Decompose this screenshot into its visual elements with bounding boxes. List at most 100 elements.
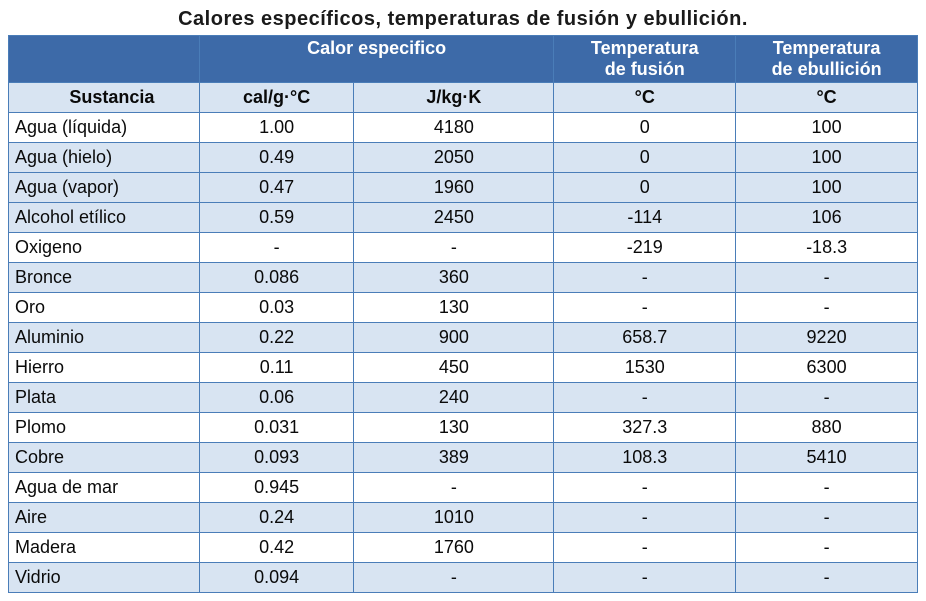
units-ebull: °C — [736, 83, 918, 113]
cell-fusion: - — [554, 473, 736, 503]
header-temp-fusion: Temperatura de fusión — [554, 36, 736, 83]
cell-cal: 0.945 — [199, 473, 354, 503]
cell-ebull: -18.3 — [736, 233, 918, 263]
cell-jkg: 389 — [354, 443, 554, 473]
table-row: Agua (hielo)0.4920500100 — [9, 143, 918, 173]
cell-ebull: 100 — [736, 173, 918, 203]
cell-sustancia: Agua (hielo) — [9, 143, 200, 173]
units-jkg: J/kg·K — [354, 83, 554, 113]
table-row: Alcohol etílico0.592450-114106 — [9, 203, 918, 233]
header-blank — [9, 36, 200, 83]
cell-cal: 1.00 — [199, 113, 354, 143]
data-table: Calor especifico Temperatura de fusión T… — [8, 35, 918, 593]
cell-sustancia: Aluminio — [9, 323, 200, 353]
cell-sustancia: Hierro — [9, 353, 200, 383]
header-temp-ebull-l1: Temperatura — [744, 38, 909, 59]
cell-cal: 0.11 — [199, 353, 354, 383]
table-body: Agua (líquida)1.0041800100Agua (hielo)0.… — [9, 113, 918, 593]
cell-jkg: 1760 — [354, 533, 554, 563]
cell-fusion: 1530 — [554, 353, 736, 383]
cell-ebull: - — [736, 503, 918, 533]
cell-jkg: 1010 — [354, 503, 554, 533]
cell-sustancia: Agua (líquida) — [9, 113, 200, 143]
header-temp-fusion-l1: Temperatura — [562, 38, 727, 59]
cell-fusion: 658.7 — [554, 323, 736, 353]
cell-cal: 0.22 — [199, 323, 354, 353]
cell-fusion: - — [554, 503, 736, 533]
cell-fusion: -114 — [554, 203, 736, 233]
table-row: Cobre0.093389108.35410 — [9, 443, 918, 473]
table-row: Bronce0.086360-- — [9, 263, 918, 293]
cell-fusion: -219 — [554, 233, 736, 263]
table-row: Vidrio0.094--- — [9, 563, 918, 593]
cell-ebull: - — [736, 533, 918, 563]
units-cal: cal/g·°C — [199, 83, 354, 113]
header-temp-ebull: Temperatura de ebullición — [736, 36, 918, 83]
cell-cal: - — [199, 233, 354, 263]
cell-sustancia: Oro — [9, 293, 200, 323]
cell-ebull: - — [736, 293, 918, 323]
cell-cal: 0.094 — [199, 563, 354, 593]
cell-ebull: 6300 — [736, 353, 918, 383]
table-row: Aluminio0.22900658.79220 — [9, 323, 918, 353]
cell-jkg: 900 — [354, 323, 554, 353]
cell-sustancia: Cobre — [9, 443, 200, 473]
cell-ebull: - — [736, 473, 918, 503]
cell-sustancia: Oxigeno — [9, 233, 200, 263]
units-sustancia: Sustancia — [9, 83, 200, 113]
cell-fusion: 0 — [554, 113, 736, 143]
cell-jkg: 130 — [354, 413, 554, 443]
cell-sustancia: Madera — [9, 533, 200, 563]
cell-jkg: - — [354, 233, 554, 263]
cell-cal: 0.49 — [199, 143, 354, 173]
cell-jkg: 360 — [354, 263, 554, 293]
cell-ebull: - — [736, 263, 918, 293]
cell-jkg: 240 — [354, 383, 554, 413]
table-row: Oro0.03130-- — [9, 293, 918, 323]
header-calor-especifico: Calor especifico — [199, 36, 553, 83]
cell-fusion: 108.3 — [554, 443, 736, 473]
cell-jkg: 130 — [354, 293, 554, 323]
cell-ebull: 880 — [736, 413, 918, 443]
table-row: Hierro0.1145015306300 — [9, 353, 918, 383]
cell-fusion: 0 — [554, 143, 736, 173]
cell-ebull: - — [736, 383, 918, 413]
cell-cal: 0.42 — [199, 533, 354, 563]
cell-ebull: - — [736, 563, 918, 593]
table-row: Plomo0.031130327.3880 — [9, 413, 918, 443]
cell-jkg: 1960 — [354, 173, 554, 203]
table-row: Aire0.241010-- — [9, 503, 918, 533]
cell-ebull: 106 — [736, 203, 918, 233]
cell-cal: 0.093 — [199, 443, 354, 473]
cell-cal: 0.59 — [199, 203, 354, 233]
table-row: Agua (líquida)1.0041800100 — [9, 113, 918, 143]
cell-sustancia: Agua (vapor) — [9, 173, 200, 203]
cell-jkg: 2050 — [354, 143, 554, 173]
cell-sustancia: Alcohol etílico — [9, 203, 200, 233]
cell-fusion: - — [554, 533, 736, 563]
cell-cal: 0.03 — [199, 293, 354, 323]
table-row: Plata0.06240-- — [9, 383, 918, 413]
cell-jkg: 4180 — [354, 113, 554, 143]
header-temp-fusion-l2: de fusión — [562, 59, 727, 80]
cell-ebull: 100 — [736, 113, 918, 143]
cell-sustancia: Aire — [9, 503, 200, 533]
header-temp-ebull-l2: de ebullición — [744, 59, 909, 80]
cell-ebull: 100 — [736, 143, 918, 173]
units-fusion: °C — [554, 83, 736, 113]
table-title: Calores específicos, temperaturas de fus… — [8, 8, 918, 31]
cell-sustancia: Bronce — [9, 263, 200, 293]
cell-sustancia: Vidrio — [9, 563, 200, 593]
table-header: Calor especifico Temperatura de fusión T… — [9, 36, 918, 113]
cell-cal: 0.086 — [199, 263, 354, 293]
table-row: Agua de mar0.945--- — [9, 473, 918, 503]
cell-jkg: 2450 — [354, 203, 554, 233]
cell-fusion: - — [554, 563, 736, 593]
cell-fusion: - — [554, 263, 736, 293]
table-row: Agua (vapor)0.4719600100 — [9, 173, 918, 203]
cell-jkg: - — [354, 473, 554, 503]
cell-sustancia: Agua de mar — [9, 473, 200, 503]
cell-cal: 0.06 — [199, 383, 354, 413]
table-row: Oxigeno---219-18.3 — [9, 233, 918, 263]
cell-fusion: - — [554, 293, 736, 323]
